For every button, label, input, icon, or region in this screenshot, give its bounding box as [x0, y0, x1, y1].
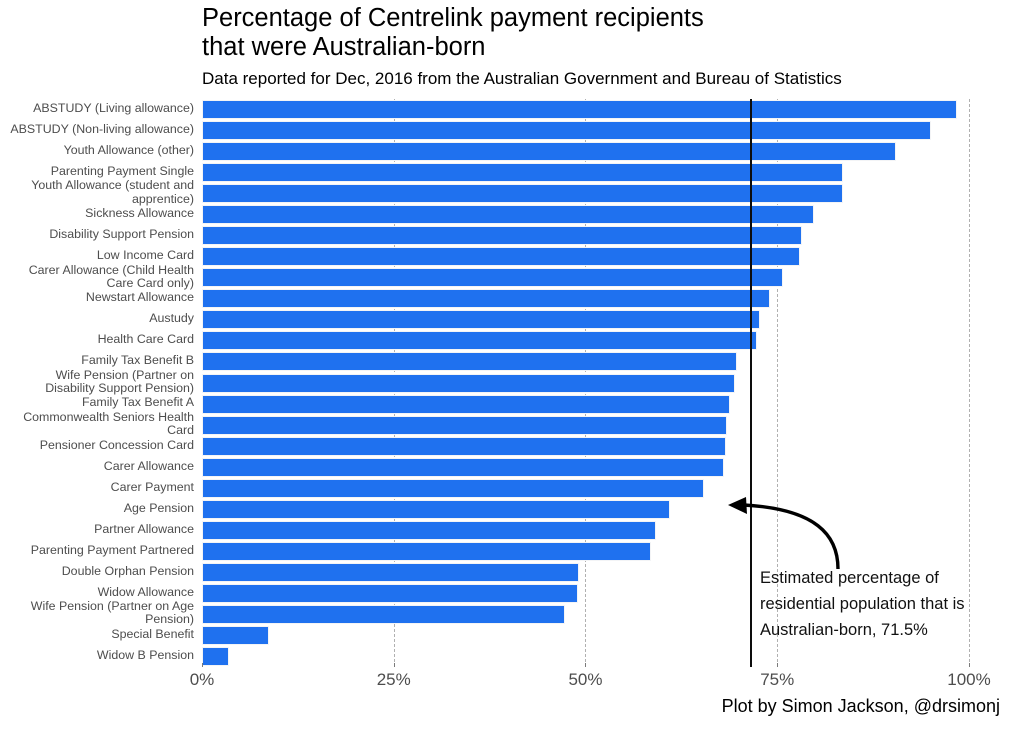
- y-axis-label: Carer Allowance (Child Health Care Card …: [28, 262, 194, 290]
- bar: [202, 541, 651, 561]
- bar: [202, 604, 565, 624]
- x-tick-mark: [393, 663, 395, 667]
- y-axis-label: Age Pension: [123, 500, 194, 515]
- bar: [202, 352, 738, 372]
- bar: [202, 499, 670, 519]
- y-axis-label: Low Income Card: [96, 248, 194, 263]
- x-tick-label: 0%: [189, 670, 215, 689]
- bar: [202, 478, 704, 498]
- bar: [202, 100, 958, 120]
- bar: [202, 184, 844, 204]
- gridline-100%: [968, 99, 970, 667]
- bar: [202, 226, 802, 246]
- bar: [202, 205, 815, 225]
- y-axis-label: Carer Allowance: [103, 458, 194, 473]
- y-axis-label: Disability Support Pension: [49, 227, 194, 242]
- bar: [202, 310, 760, 330]
- y-axis-label: ABSTUDY (Non-living allowance): [10, 121, 194, 136]
- y-axis-label: Parenting Payment Partnered: [30, 542, 194, 557]
- y-axis-label: Commonwealth Seniors Health Card: [23, 409, 194, 438]
- y-axis-label: Special Benefit: [111, 626, 194, 641]
- y-axis-label: Wife Pension (Partner on Disability Supp…: [45, 367, 194, 395]
- reference-line-annotation: Estimated percentage of residential popu…: [760, 569, 965, 639]
- y-axis-label: Wife Pension (Partner on Age Pension): [30, 599, 194, 627]
- x-tick-label: 50%: [568, 670, 603, 689]
- chart-subtitle: Data reported for Dec, 2016 from the Aus…: [202, 69, 842, 88]
- y-axis-label: Youth Allowance (student and apprentice): [31, 178, 194, 206]
- bar: [202, 415, 728, 435]
- y-axis-label: Family Tax Benefit B: [81, 353, 194, 368]
- bar: [202, 436, 726, 456]
- x-tick-mark: [777, 663, 779, 667]
- y-axis-label: Parenting Payment Single: [50, 164, 194, 179]
- y-axis-label: Pensioner Concession Card: [39, 437, 194, 452]
- bar: [202, 142, 897, 162]
- y-axis-label: Widow B Pension: [96, 647, 194, 662]
- bar: [202, 646, 229, 666]
- x-tick-label: 100%: [947, 670, 991, 689]
- y-axis-label: Carer Payment: [110, 479, 194, 494]
- x-axis: 0% 25% 50% 75% 100%: [190, 663, 992, 707]
- gridline-75%: [777, 99, 779, 667]
- reference-line: [750, 99, 753, 667]
- y-axis-label: ABSTUDY (Living allowance): [33, 100, 194, 115]
- page-title: Percentage of Centrelink payment recipie…: [202, 4, 704, 61]
- x-tick-mark: [202, 663, 203, 667]
- bar: [202, 562, 580, 582]
- y-axis-label: Sickness Allowance: [85, 206, 194, 221]
- y-axis-label: Widow Allowance: [97, 584, 194, 599]
- bar: [202, 247, 801, 267]
- y-axis-label: Family Tax Benefit A: [81, 395, 194, 410]
- x-tick-mark: [968, 663, 970, 667]
- bar: [202, 625, 269, 645]
- bar: [202, 121, 931, 141]
- title-block: Percentage of Centrelink payment recipie…: [202, 4, 1002, 89]
- y-axis-labels: ABSTUDY (Living allowance) ABSTUDY (Non-l…: [0, 99, 194, 667]
- bar: [202, 331, 758, 351]
- x-tick-label: 25%: [376, 670, 411, 689]
- y-axis-label: Austudy: [149, 311, 194, 326]
- bar: [202, 289, 771, 309]
- y-axis-label: Double Orphan Pension: [61, 563, 194, 578]
- x-tick-mark: [585, 663, 587, 667]
- bar: [202, 583, 578, 603]
- plot-credit-caption: Plot by Simon Jackson, @drsimonj: [721, 696, 1000, 716]
- bar: [202, 520, 657, 540]
- x-tick-label: 75%: [760, 670, 795, 689]
- y-axis-label: Youth Allowance (other): [63, 142, 194, 157]
- bar: [202, 268, 783, 288]
- y-axis-label: Newstart Allowance: [85, 290, 194, 305]
- bar: [202, 394, 731, 414]
- bar: [202, 373, 736, 393]
- y-axis-label: Health Care Card: [97, 332, 194, 347]
- plot-panel: [202, 99, 992, 667]
- bar: [202, 457, 725, 477]
- y-axis-label: Partner Allowance: [94, 521, 194, 536]
- bar: [202, 163, 844, 183]
